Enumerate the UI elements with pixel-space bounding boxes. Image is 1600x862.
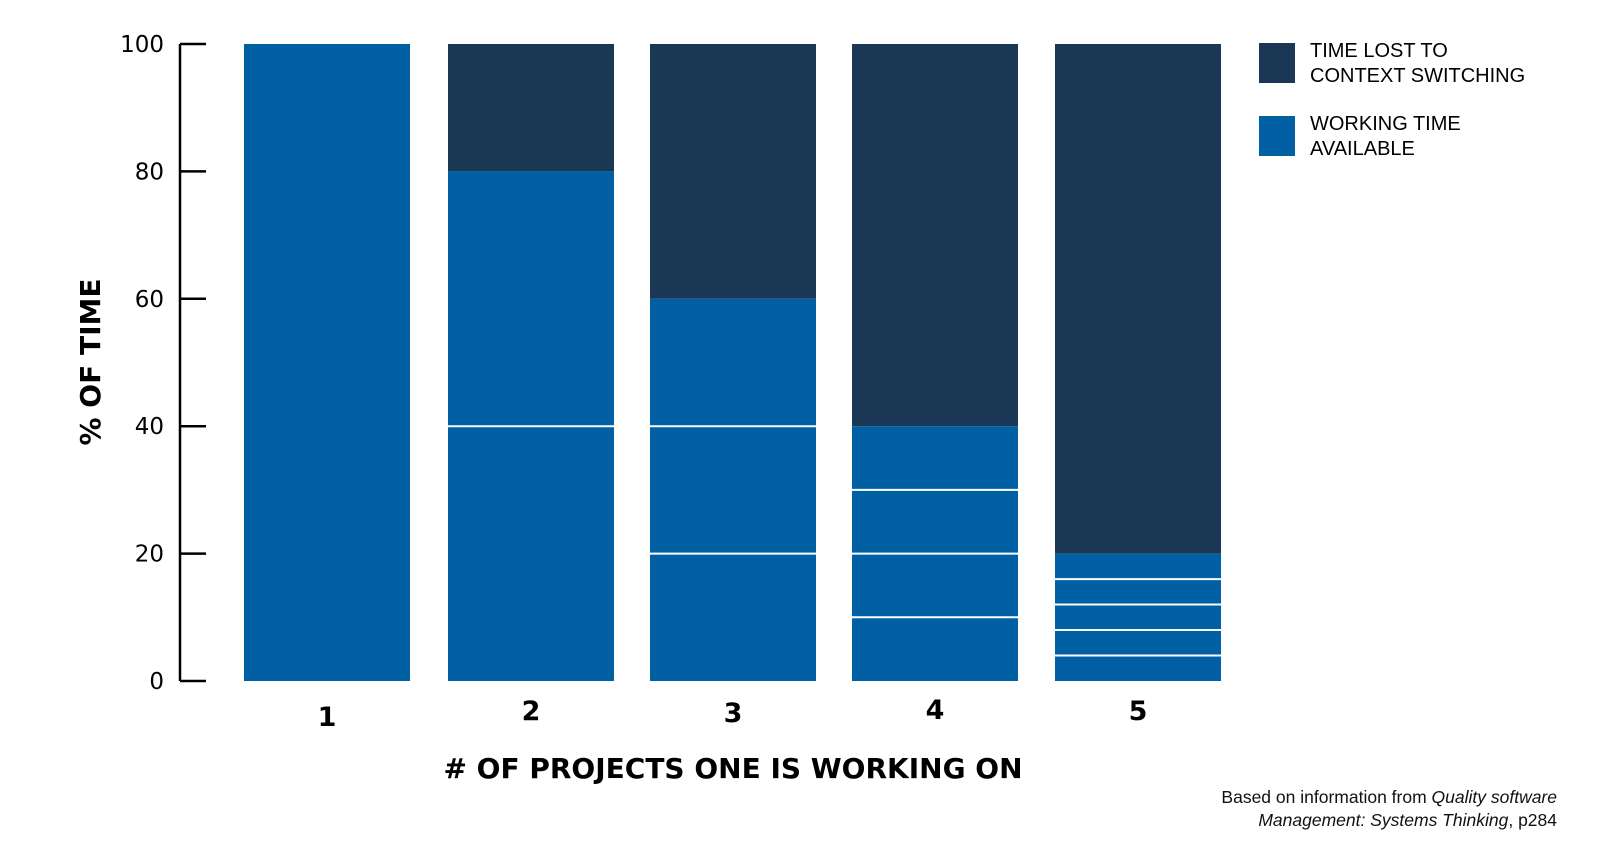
y-tick-label-20: 20: [135, 542, 164, 568]
x-tick-label-4: 4: [926, 695, 945, 726]
bar-lost-5: [1055, 44, 1221, 554]
y-axis-title: % OF TIME: [74, 279, 107, 446]
bar-working-3: [650, 298, 816, 681]
source-note: Based on information from Quality softwa…: [1137, 786, 1557, 832]
x-tick-label-5: 5: [1129, 696, 1148, 727]
y-tick-label-80: 80: [135, 159, 164, 185]
source-title-line2: Management: Systems Thinking: [1258, 810, 1509, 830]
bar-working-5: [1055, 553, 1221, 681]
legend-label-1-line-0: WORKING TIME: [1310, 113, 1461, 135]
source-title-line1: Quality software: [1431, 787, 1557, 807]
y-axis: 0 20 40 60 80 100: [120, 32, 206, 695]
bars-group: [244, 44, 1221, 681]
legend-swatch-1: [1259, 116, 1295, 156]
legend-label-0-line-1: CONTEXT SWITCHING: [1310, 65, 1525, 87]
bar-lost-4: [852, 44, 1018, 427]
y-tick-label-0: 0: [149, 669, 164, 695]
y-tick-label-40: 40: [135, 414, 164, 440]
legend-label-0-line-0: TIME LOST TO: [1310, 40, 1448, 62]
x-axis-title: # OF PROJECTS ONE IS WORKING ON: [443, 752, 1022, 785]
x-category-labels: 1 2 3 4 5: [318, 695, 1148, 733]
bar-lost-3: [650, 44, 816, 299]
legend: TIME LOST TO CONTEXT SWITCHING WORKING TIM…: [1259, 40, 1525, 160]
y-tick-label-60: 60: [135, 287, 164, 313]
source-suffix: , p284: [1508, 810, 1557, 830]
bar-working-1: [244, 44, 410, 681]
x-tick-label-2: 2: [522, 696, 541, 727]
bar-lost-2: [448, 44, 614, 172]
legend-swatch-0: [1259, 43, 1295, 83]
source-prefix: Based on information from: [1221, 787, 1432, 807]
x-tick-label-3: 3: [724, 698, 743, 729]
x-tick-label-1: 1: [318, 702, 337, 733]
y-tick-label-100: 100: [120, 32, 164, 58]
legend-label-1-line-1: AVAILABLE: [1310, 138, 1415, 160]
